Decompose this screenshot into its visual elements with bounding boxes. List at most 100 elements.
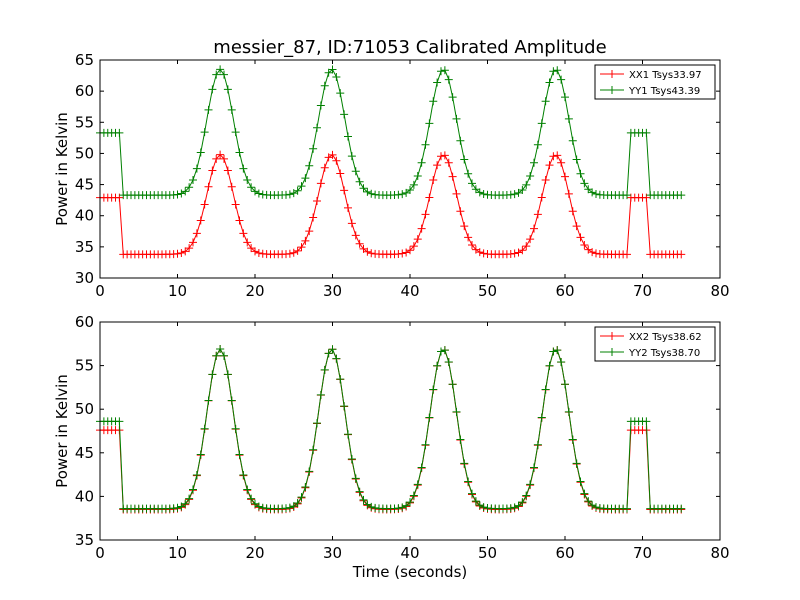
- data-point: [363, 187, 372, 196]
- data-point: [398, 249, 407, 258]
- data-point: [452, 114, 461, 123]
- data-point: [309, 144, 318, 153]
- data-point: [526, 235, 535, 244]
- data-point: [460, 222, 469, 231]
- data-point: [227, 396, 236, 405]
- data-point: [309, 213, 318, 222]
- data-point: [402, 248, 411, 257]
- data-point: [359, 495, 368, 504]
- data-point: [192, 164, 201, 173]
- legend-marker: [608, 86, 616, 94]
- data-point: [239, 470, 248, 479]
- data-point: [189, 176, 197, 185]
- data-point: [479, 189, 488, 198]
- data-point: [394, 504, 403, 513]
- series-1-1: [96, 150, 686, 259]
- data-point: [181, 499, 190, 508]
- data-point: [409, 491, 418, 500]
- data-point: [328, 345, 337, 354]
- data-point: [468, 489, 476, 498]
- data-point: [285, 503, 294, 512]
- y-tick-label: 55: [75, 357, 94, 375]
- data-point: [320, 163, 329, 172]
- data-point: [309, 445, 318, 454]
- data-point: [448, 172, 457, 181]
- data-point: [440, 346, 449, 355]
- data-point: [514, 248, 523, 257]
- data-point: [425, 119, 434, 128]
- data-point: [200, 424, 209, 433]
- legend: XX1 Tsys33.97 YY1 Tsys43.39: [594, 64, 716, 100]
- data-point: [437, 67, 445, 76]
- data-point: [592, 249, 600, 258]
- data-point: [212, 70, 221, 79]
- data-point: [347, 455, 356, 464]
- data-point: [456, 435, 465, 444]
- data-point: [417, 463, 426, 472]
- data-point: [251, 247, 259, 256]
- x-tick-label: 60: [555, 282, 574, 300]
- legend-label: XX2 Tsys38.62: [629, 332, 702, 343]
- data-point: [243, 176, 252, 185]
- x-axis-label: Time (seconds): [352, 563, 468, 581]
- data-point: [223, 85, 232, 94]
- data-point: [185, 244, 194, 253]
- data-point: [526, 480, 535, 489]
- data-point: [468, 241, 476, 250]
- data-point: [189, 238, 197, 247]
- data-point: [185, 183, 194, 192]
- data-point: [324, 68, 333, 77]
- legend-entry: XX2 Tsys38.62: [600, 332, 702, 343]
- data-point: [425, 413, 434, 422]
- data-point: [231, 200, 240, 209]
- series-line: [100, 348, 682, 510]
- data-point: [285, 190, 294, 199]
- x-tick-label: 70: [633, 544, 652, 562]
- data-point: [561, 380, 569, 389]
- data-point: [173, 190, 182, 199]
- data-point: [285, 249, 294, 258]
- data-point: [289, 248, 298, 257]
- data-point: [367, 189, 376, 198]
- data-point: [324, 349, 333, 358]
- data-point: [247, 183, 256, 192]
- data-point: [398, 190, 407, 199]
- x-tick-label: 10: [168, 282, 187, 300]
- data-point: [580, 179, 589, 188]
- x-tick-label: 50: [478, 544, 497, 562]
- data-point: [313, 419, 321, 428]
- data-point: [572, 222, 581, 231]
- data-point: [518, 246, 527, 255]
- data-point: [592, 503, 600, 512]
- data-point: [568, 136, 577, 145]
- data-point: [336, 169, 345, 178]
- data-point: [475, 188, 484, 197]
- legend-box: [594, 64, 716, 100]
- chart-title: messier_87, ID:71053 Calibrated Amplitud…: [213, 37, 606, 58]
- data-point: [444, 358, 453, 367]
- data-point: [340, 186, 349, 195]
- data-point: [254, 249, 263, 258]
- series-line: [100, 153, 682, 255]
- y-tick-label: 45: [75, 176, 94, 194]
- data-point: [251, 187, 259, 196]
- data-point: [452, 189, 461, 198]
- data-point: [313, 123, 321, 132]
- data-point: [564, 407, 573, 416]
- data-point: [580, 489, 589, 498]
- legend-label: XX1 Tsys33.97: [629, 70, 702, 81]
- data-point: [235, 148, 244, 157]
- data-point: [344, 132, 352, 141]
- data-point: [417, 158, 426, 167]
- data-point: [344, 430, 352, 439]
- data-point: [421, 440, 430, 449]
- y-axis-label: Power in Kelvin: [53, 374, 71, 488]
- data-point: [433, 361, 442, 370]
- data-point: [220, 351, 228, 360]
- data-point: [355, 239, 364, 248]
- x-tick-label: 10: [168, 544, 187, 562]
- data-point: [568, 207, 577, 216]
- x-tick-label: 20: [245, 544, 264, 562]
- data-point: [340, 110, 349, 119]
- data-point: [530, 158, 538, 167]
